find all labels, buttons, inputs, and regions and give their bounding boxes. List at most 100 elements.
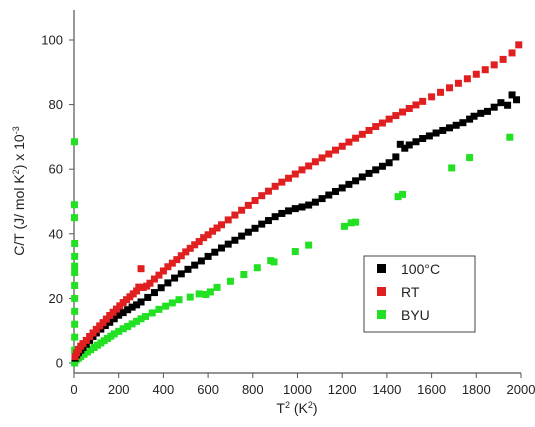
data-point-rt	[331, 146, 339, 154]
data-point-byu	[195, 290, 203, 298]
data-point-100c	[311, 198, 319, 206]
data-point-100c	[352, 177, 360, 185]
data-point-100c	[439, 126, 447, 134]
data-point-rt	[378, 119, 386, 127]
data-point-100c	[358, 173, 366, 181]
data-point-rt	[146, 279, 154, 287]
data-point-100c	[285, 207, 293, 215]
data-point-100c	[144, 293, 152, 301]
data-point-byu	[270, 258, 278, 266]
data-point-100c	[466, 115, 474, 123]
data-point-rt	[481, 66, 489, 74]
data-point-100c	[251, 224, 259, 232]
data-point-100c	[133, 301, 141, 309]
data-point-100c	[419, 135, 427, 143]
data-point-rt	[200, 234, 208, 242]
data-point-100c	[204, 252, 212, 260]
data-point-byu	[119, 325, 127, 333]
data-point-100c	[470, 112, 478, 120]
x-axis-title: T2 (K2)	[276, 400, 317, 416]
data-point-100c	[197, 257, 205, 265]
data-point-rt	[358, 130, 366, 138]
data-point-100c	[372, 166, 380, 174]
data-point-100c	[164, 279, 172, 287]
data-point-100c	[396, 140, 404, 148]
data-point-rt	[515, 41, 523, 49]
data-point-100c	[497, 99, 505, 107]
data-point-byu	[168, 299, 176, 307]
data-point-byu	[133, 317, 141, 325]
data-point-rt	[392, 112, 400, 120]
data-point-100c	[150, 289, 158, 297]
data-point-rt	[271, 182, 279, 190]
data-point-100c	[401, 144, 409, 152]
data-point-byu	[175, 296, 183, 304]
data-point-100c	[264, 217, 272, 225]
data-point-byu	[70, 214, 78, 222]
data-point-100c	[365, 169, 373, 177]
data-point-byu	[253, 264, 261, 272]
data-point-rt	[278, 178, 286, 186]
y-tick-label: 0	[56, 356, 63, 371]
data-point-100c	[504, 101, 512, 109]
data-point-100c	[425, 132, 433, 140]
data-point-100c	[171, 274, 179, 282]
y-tick-label: 60	[49, 162, 63, 177]
data-point-rt	[285, 174, 293, 182]
legend-marker-byu	[377, 310, 386, 319]
data-point-100c	[345, 180, 353, 188]
x-tick-label: 1600	[417, 382, 446, 397]
data-point-100c	[115, 311, 123, 319]
data-point-byu	[352, 218, 360, 226]
data-point-byu	[347, 219, 355, 227]
legend-label-rt: RT	[401, 284, 420, 300]
data-point-100c	[211, 248, 219, 256]
data-point-byu	[71, 262, 79, 270]
data-point-100c	[513, 96, 521, 104]
data-point-byu	[186, 293, 194, 301]
data-point-100c	[459, 119, 467, 127]
data-point-rt	[365, 126, 373, 134]
data-point-100c	[405, 141, 413, 149]
data-point-rt	[352, 134, 360, 142]
data-point-100c	[483, 107, 491, 115]
data-point-byu	[213, 283, 221, 291]
data-point-100c	[392, 153, 400, 161]
data-point-rt	[209, 227, 217, 235]
ticks: 0 200 400 600 800 1000 1200 1400 1600 1800 2000 0 20…	[41, 33, 535, 398]
data-point-rt	[258, 192, 266, 200]
data-point-100c	[318, 195, 326, 203]
data-point-100c	[137, 298, 145, 306]
data-point-100c	[191, 261, 199, 269]
data-point-byu	[110, 330, 118, 338]
data-point-rt	[102, 315, 110, 323]
x-tick-label: 400	[153, 382, 175, 397]
y-tick-label: 20	[49, 291, 63, 306]
data-point-rt	[305, 162, 313, 170]
x-tick-label: 2000	[507, 382, 535, 397]
data-point-100c	[110, 315, 118, 323]
data-point-rt	[213, 224, 221, 232]
legend-label-100c: 100°C	[401, 261, 440, 277]
data-point-rt	[437, 88, 445, 96]
data-point-100c	[338, 184, 346, 192]
data-point-100c	[305, 201, 313, 209]
y-tick-label: 100	[41, 33, 63, 48]
data-point-100c	[477, 109, 485, 117]
data-point-rt	[291, 170, 299, 178]
data-point-100c	[291, 205, 299, 213]
data-point-rt	[412, 101, 420, 109]
data-point-rt	[238, 206, 246, 214]
data-point-100c	[231, 236, 239, 244]
data-point-rt	[298, 166, 306, 174]
data-point-byu	[240, 270, 248, 278]
data-point-rt	[463, 75, 471, 83]
data-point-byu	[71, 320, 79, 328]
data-point-byu	[162, 302, 170, 310]
data-marks	[70, 41, 523, 367]
data-point-byu	[71, 269, 79, 277]
data-point-100c	[412, 138, 420, 146]
data-point-rt	[231, 211, 239, 219]
data-point-rt	[454, 79, 462, 87]
